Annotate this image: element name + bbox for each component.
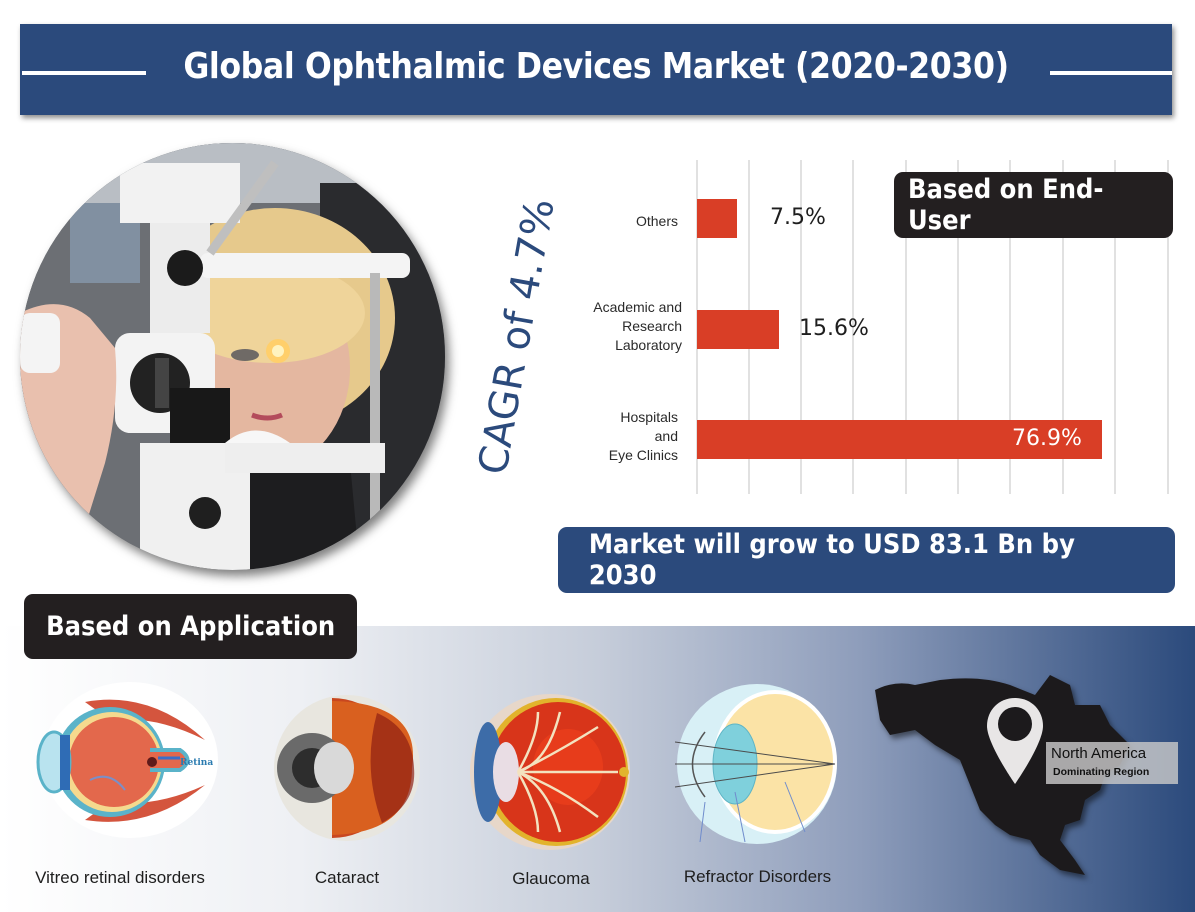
application-heading-text: Based on Application <box>45 611 336 642</box>
bar-value-others: 7.5% <box>770 205 826 230</box>
application-heading: Based on Application <box>24 594 357 659</box>
gridline <box>1167 160 1169 494</box>
end-user-heading: Based on End-User <box>894 172 1173 238</box>
svg-text:Retina: Retina <box>180 758 213 768</box>
application-item-refractor: Refractor Disorders <box>674 682 840 886</box>
title-decor-line-right <box>1050 71 1172 75</box>
application-label: Refractor Disorders <box>683 867 832 886</box>
market-forecast-callout: Market will grow to USD 83.1 Bn by 2030 <box>558 527 1175 593</box>
region-subtitle: Dominating Region <box>1053 766 1150 778</box>
bar-academic-research <box>697 310 779 349</box>
eye-cataract-cross-section-icon <box>274 695 420 841</box>
region-name: North America <box>1051 745 1147 762</box>
application-label: Glaucoma <box>512 869 590 888</box>
eye-exam-photo <box>20 143 445 570</box>
north-america-silhouette-icon <box>875 675 1130 875</box>
application-label: Vitreo retinal disorders <box>35 868 205 887</box>
bar-others <box>697 199 737 238</box>
category-label-academic: Academic and Research Laboratory <box>562 298 682 355</box>
eye-refraction-diagram-icon <box>674 684 837 844</box>
category-label-hospitals: Hospitals and Eye Clinics <box>558 408 678 465</box>
application-item-cataract: Cataract <box>272 693 422 887</box>
category-label-line: Academic and <box>593 299 682 315</box>
end-user-heading-text: Based on End-User <box>907 174 1104 236</box>
category-label-line: Others <box>635 213 678 229</box>
category-label-line: Laboratory <box>615 337 682 353</box>
slit-lamp-illustration <box>20 143 445 570</box>
title-decor-line-left <box>22 71 146 75</box>
gridline <box>957 160 959 494</box>
application-item-glaucoma: Glaucoma <box>468 692 633 888</box>
region-callout: North America Dominating Region <box>1046 742 1178 784</box>
gridline <box>1062 160 1064 494</box>
cagr-label: CAGR of 4.7% <box>470 195 564 478</box>
category-label-line: and <box>654 428 678 444</box>
bar-hospitals-eye-clinics <box>697 420 1102 459</box>
application-item-vitreo-retinal: Retina Vitreo retinal disorders <box>30 680 220 887</box>
category-label-line: Eye Clinics <box>608 447 678 463</box>
gridline <box>1009 160 1011 494</box>
page-title: Global Ophthalmic Devices Market (2020-2… <box>183 46 1009 87</box>
north-america-map <box>860 660 1170 912</box>
category-label-others: Others <box>558 212 678 231</box>
eye-anatomy-retina-icon: Retina <box>36 682 218 838</box>
application-label: Cataract <box>314 868 380 887</box>
bar-value-hospitals-eye-clinics: 76.9% <box>1012 426 1082 451</box>
category-label-line: Hospitals <box>620 409 678 425</box>
gridline <box>852 160 854 494</box>
category-label-line: Research <box>622 318 682 334</box>
title-banner: Global Ophthalmic Devices Market (2020-2… <box>20 24 1172 115</box>
eye-glaucoma-pressure-icon <box>470 694 630 850</box>
gridline <box>905 160 907 494</box>
map-pin-icon <box>987 698 1043 784</box>
gridline <box>800 160 802 494</box>
gridline <box>1114 160 1116 494</box>
market-forecast-text: Market will grow to USD 83.1 Bn by 2030 <box>588 529 1075 591</box>
bar-value-academic-research: 15.6% <box>799 316 869 341</box>
